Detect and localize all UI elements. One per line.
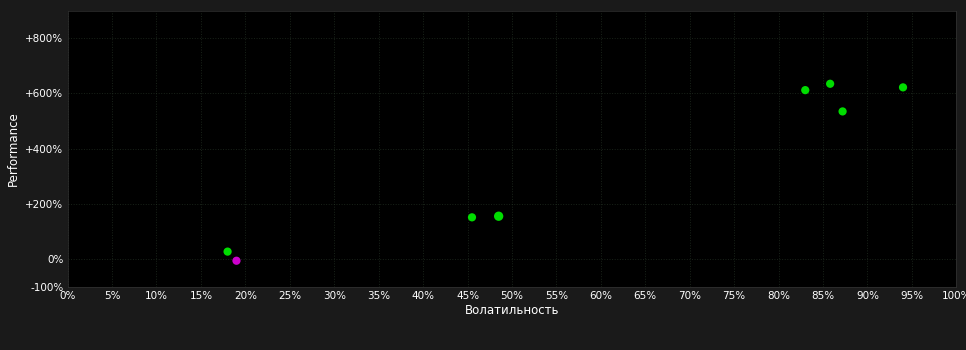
Point bbox=[895, 85, 911, 90]
Y-axis label: Performance: Performance bbox=[7, 111, 19, 186]
Point bbox=[220, 249, 236, 254]
Point bbox=[798, 88, 813, 93]
Point bbox=[491, 214, 506, 219]
Point bbox=[822, 81, 838, 86]
Point bbox=[229, 258, 244, 264]
Point bbox=[465, 215, 480, 220]
Point bbox=[835, 108, 850, 114]
X-axis label: Волатильность: Волатильность bbox=[465, 304, 559, 317]
